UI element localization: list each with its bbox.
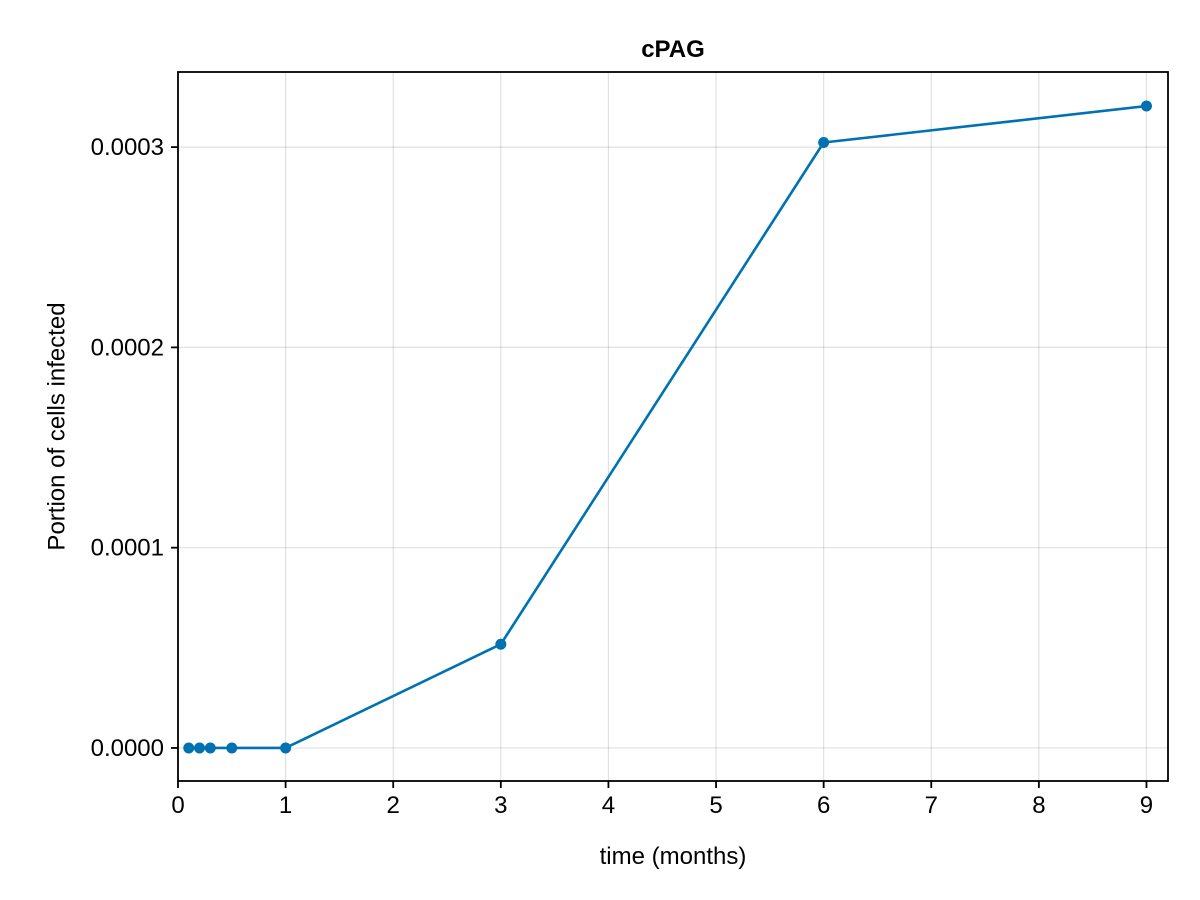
y-tick-label: 0.0002	[91, 334, 164, 361]
y-tick-label: 0.0000	[91, 735, 164, 762]
x-tick-label: 4	[602, 792, 615, 819]
series-layer	[183, 100, 1152, 754]
x-tick-label: 8	[1032, 792, 1045, 819]
axes-frame	[177, 71, 1169, 782]
x-tick-label: 0	[171, 792, 184, 819]
x-tick-label: 7	[925, 792, 938, 819]
grid	[177, 72, 1168, 781]
plot-frame	[177, 71, 1169, 782]
data-point	[1140, 100, 1152, 112]
data-point	[495, 638, 507, 650]
data-point	[226, 742, 238, 754]
x-tick-label: 6	[817, 792, 830, 819]
data-point	[280, 742, 292, 754]
chart-title: cPAG	[641, 36, 705, 63]
x-tick-label: 2	[387, 792, 400, 819]
x-axis-label: time (months)	[600, 843, 747, 870]
x-tick-label: 1	[279, 792, 292, 819]
data-point	[194, 742, 206, 754]
x-tick-label: 5	[709, 792, 722, 819]
x-tick-label: 9	[1140, 792, 1153, 819]
data-point	[818, 136, 830, 148]
y-tick-label: 0.0003	[91, 134, 164, 161]
data-point	[183, 742, 195, 754]
y-axis-label: Portion of cells infected	[43, 302, 70, 550]
tick-layer: 0 1 2 3 4 5 6 7 8 9 0.0000 0.0001 0.0002 0.0003	[91, 134, 1154, 819]
data-point	[204, 742, 216, 754]
x-tick-label: 3	[494, 792, 507, 819]
y-tick-label: 0.0001	[91, 535, 164, 562]
